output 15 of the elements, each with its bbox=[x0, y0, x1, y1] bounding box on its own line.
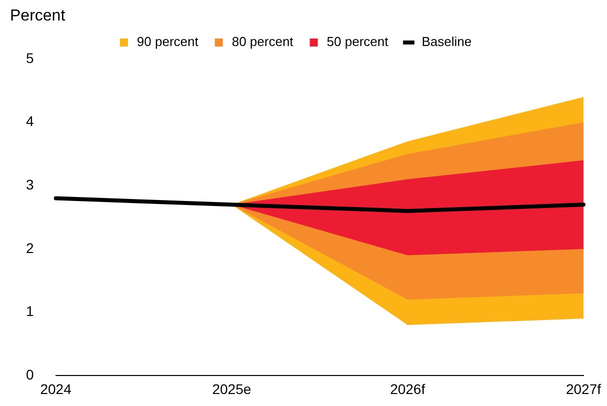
y-tick-label: 1 bbox=[26, 303, 34, 320]
x-tick-label: 2026f bbox=[390, 380, 426, 397]
legend-label: 50 percent bbox=[326, 34, 389, 50]
x-tick-label: 2024 bbox=[40, 380, 72, 397]
legend-label: 90 percent bbox=[136, 34, 199, 50]
y-tick-label: 5 bbox=[26, 50, 34, 66]
y-tick-label: 2 bbox=[26, 240, 34, 256]
y-tick-label: 4 bbox=[26, 113, 34, 130]
y-tick-label: 0 bbox=[26, 366, 34, 382]
legend-label: 80 percent bbox=[232, 34, 294, 50]
x-tick-label: 2027f bbox=[566, 380, 602, 397]
legend-label: Baseline bbox=[422, 34, 472, 50]
y-axis-title: Percent bbox=[10, 7, 66, 24]
x-tick-label: 2025e bbox=[212, 380, 252, 397]
y-tick-label: 3 bbox=[26, 176, 34, 192]
